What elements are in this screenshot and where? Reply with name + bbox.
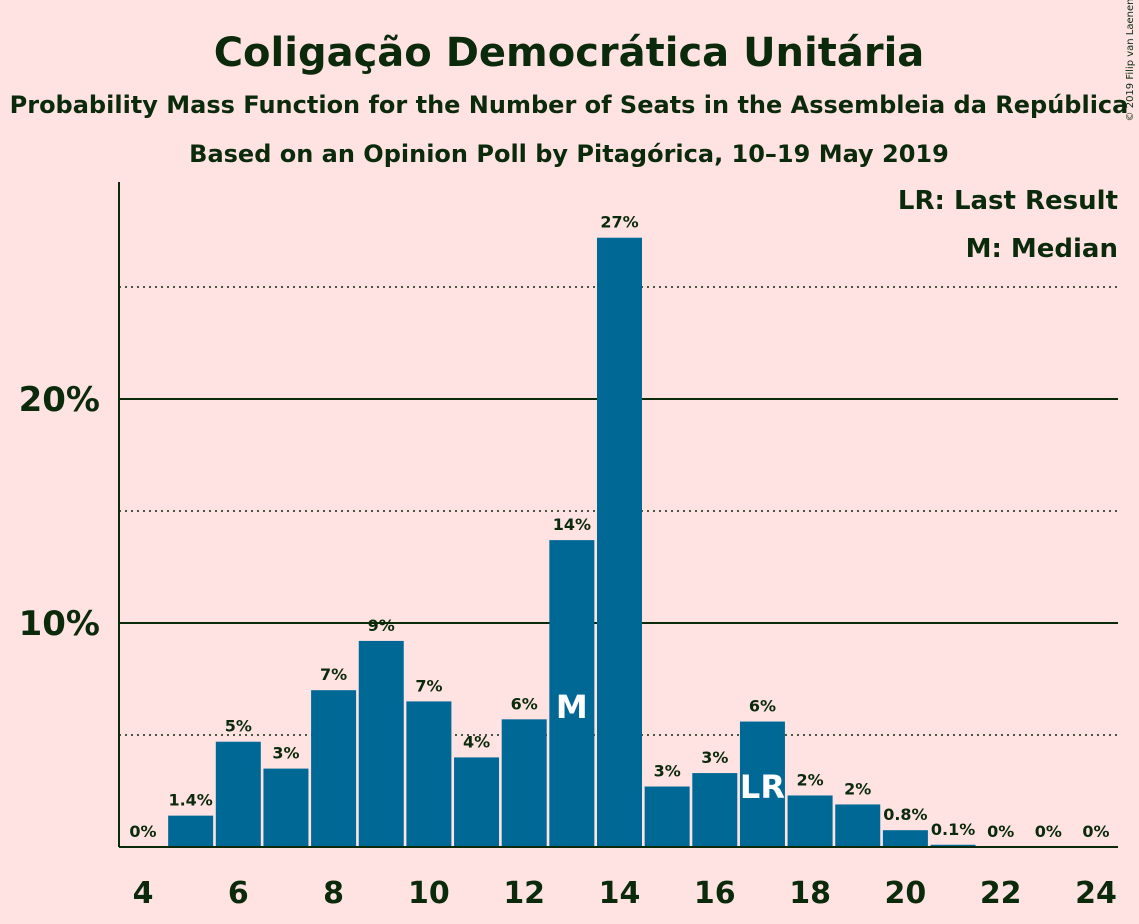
bar <box>549 540 595 847</box>
y-tick-label: 20% <box>19 380 100 420</box>
median-marker: M <box>556 688 588 726</box>
bar-value-label: 0% <box>1082 822 1109 841</box>
bar-value-label: 0.1% <box>931 820 975 839</box>
bar-value-label: 14% <box>553 515 591 534</box>
bar <box>454 757 500 847</box>
bar <box>358 640 404 847</box>
bar-value-label: 2% <box>797 770 824 789</box>
x-tick-label: 14 <box>599 876 641 911</box>
bar-value-label: 1.4% <box>168 791 212 810</box>
bar <box>215 741 261 847</box>
legend-last-result: LR: Last Result <box>898 186 1118 216</box>
bar <box>739 721 785 847</box>
axes: 10% 20% 4 6 8 10 12 14 16 18 20 22 24 <box>19 182 1118 911</box>
x-tick-label: 22 <box>980 876 1022 911</box>
bar <box>787 795 833 847</box>
bar <box>311 690 357 847</box>
copyright-notice: © 2019 Filip van Laenen <box>1125 0 1136 121</box>
bar <box>692 773 738 847</box>
bar-value-label: 7% <box>415 676 442 695</box>
bar-value-label: 0% <box>1035 822 1062 841</box>
x-tick-label: 20 <box>885 876 927 911</box>
bar-value-label: 2% <box>844 779 871 798</box>
bar <box>597 237 642 848</box>
y-tick-label: 10% <box>19 604 100 644</box>
x-tick-label: 10 <box>408 876 450 911</box>
chart-subtitle: Probability Mass Function for the Number… <box>10 91 1129 119</box>
bar-value-label: 5% <box>225 717 252 736</box>
bar-value-label: 6% <box>749 697 776 716</box>
bar-value-label: 6% <box>511 694 538 713</box>
x-tick-label: 4 <box>133 876 154 911</box>
x-tick-label: 24 <box>1075 876 1117 911</box>
bar <box>835 804 881 847</box>
bar-value-label: 3% <box>654 762 681 781</box>
bar-value-label: 4% <box>463 732 490 751</box>
bar <box>882 830 928 847</box>
bar-value-label: 9% <box>368 616 395 635</box>
legend-median: M: Median <box>966 234 1118 264</box>
x-tick-label: 8 <box>323 876 344 911</box>
x-tick-label: 16 <box>694 876 736 911</box>
bar-value-label: 0% <box>129 822 156 841</box>
bar-value-label: 3% <box>272 744 299 763</box>
chart-title: Coligação Democrática Unitária <box>214 30 925 76</box>
last-result-marker: LR <box>740 768 785 806</box>
bar-value-label: 27% <box>600 213 638 232</box>
bar <box>930 844 976 847</box>
bar <box>406 701 452 847</box>
bar <box>168 815 214 847</box>
bar-value-label: 3% <box>701 748 728 767</box>
x-tick-label: 18 <box>789 876 831 911</box>
x-tick-label: 12 <box>503 876 545 911</box>
bar <box>644 786 690 847</box>
bar-value-labels: 0% 1.4% 5% 3% 7% 9% 7% 4% 6% 14% M 27% 3% 3% 6% LR 2% 2% 0… <box>129 213 1109 841</box>
bars <box>168 237 976 848</box>
x-tick-label: 6 <box>228 876 249 911</box>
chart-poll-line: Based on an Opinion Poll by Pitagórica, … <box>189 140 949 168</box>
bar-value-label: 0% <box>987 822 1014 841</box>
bar-value-label: 7% <box>320 665 347 684</box>
bar-value-label: 0.8% <box>883 805 927 824</box>
bar <box>501 719 547 847</box>
bar <box>263 768 309 847</box>
